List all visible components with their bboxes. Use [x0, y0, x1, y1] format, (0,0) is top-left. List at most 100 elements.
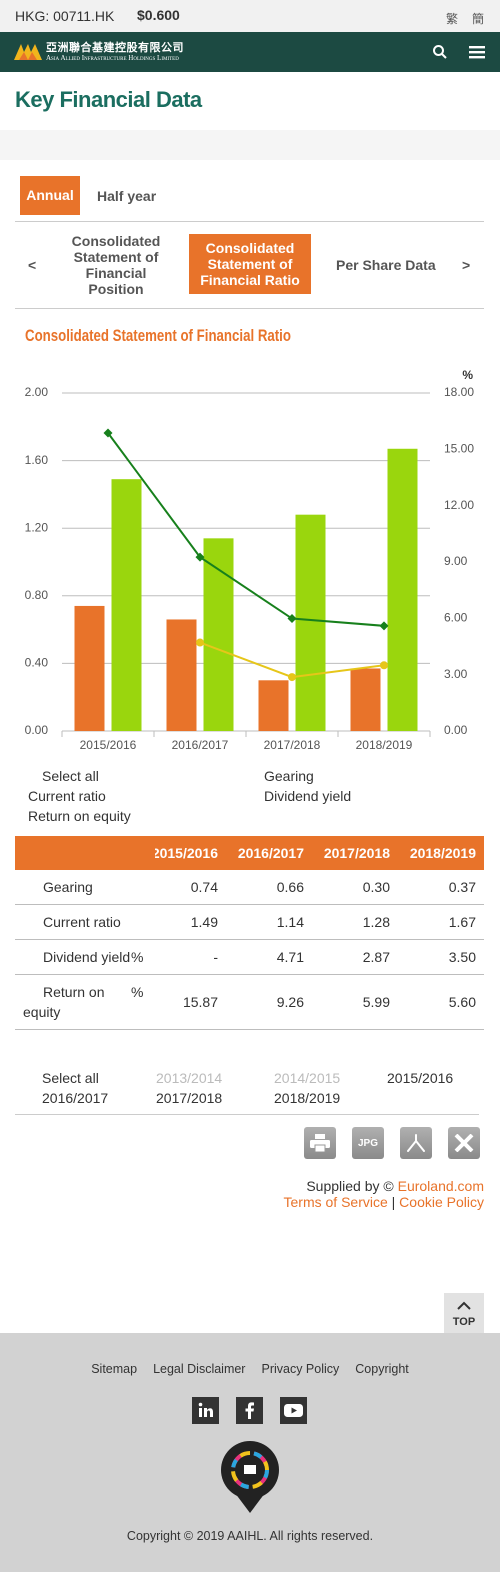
checkbox[interactable] [23, 950, 37, 964]
copyright: Copyright © 2019 AAIHL. All rights reser… [126, 1529, 374, 1543]
x-tick-label: 2018/2019 [356, 738, 413, 752]
table-row: Gearing 0.74 0.66 0.30 0.37 [15, 870, 484, 905]
table-cell: 1.28 [362, 914, 390, 930]
table-row: % Return on equity 15.87 9.26 5.99 5.60 [15, 975, 484, 1030]
menu-icon[interactable] [469, 45, 485, 59]
legend-item[interactable]: Return on equity [22, 808, 131, 825]
header-box: 2016/2017 [218, 845, 304, 861]
statement-tab[interactable]: Per Share Data [336, 257, 436, 273]
footer-link[interactable]: Privacy Policy [261, 1362, 340, 1376]
header-cell: 2018/2019 [390, 836, 484, 870]
footer-link[interactable]: Copyright [355, 1362, 409, 1376]
print-button[interactable] [304, 1127, 336, 1159]
page-title: Key Financial Data [15, 87, 202, 112]
table-cell: - [213, 949, 218, 965]
x-tick-label: 2017/2018 [264, 738, 321, 752]
provider-link[interactable]: Euroland.com [397, 1178, 484, 1194]
footer-link[interactable]: Legal Disclaimer [153, 1362, 246, 1376]
y-tick-label: 1.20 [25, 520, 49, 534]
point [196, 638, 204, 647]
header-box: 2017/2018 [304, 845, 390, 861]
year-label: 2014/2015 [274, 1070, 341, 1086]
year-filter: Select all 2013/2014 2014/2015 2015/2016 201… [15, 1068, 479, 1115]
year-option[interactable]: 2015/2016 [367, 1070, 453, 1086]
terms-link[interactable]: Terms of Service [283, 1194, 388, 1210]
checkbox[interactable] [23, 880, 37, 894]
checkbox[interactable] [22, 1071, 36, 1085]
bar [295, 514, 326, 731]
checkbox[interactable] [136, 1071, 150, 1085]
checkbox[interactable] [23, 985, 37, 999]
bar [111, 479, 142, 731]
search-icon[interactable] [432, 44, 448, 60]
tab-next[interactable]: > [462, 257, 471, 273]
checkbox[interactable] [22, 769, 36, 783]
legend-label: Current ratio [28, 788, 106, 804]
checkbox[interactable] [23, 915, 37, 929]
legend-item[interactable]: Dividend yield [258, 788, 351, 805]
y2-tick-label: 6.00 [444, 611, 468, 625]
year-option[interactable]: 2017/2018 [136, 1090, 222, 1106]
y2-tick-label: 0.00 [444, 723, 468, 737]
bar [258, 680, 289, 731]
back-to-top[interactable]: TOP [444, 1293, 484, 1333]
y-tick-label: 2.00 [25, 385, 49, 399]
language-link[interactable]: 繁 [446, 12, 459, 26]
checkbox[interactable] [136, 1091, 150, 1105]
table-cell: 5.60 [448, 994, 476, 1010]
linkedin-icon[interactable] [192, 1397, 219, 1424]
logo-mark[interactable] [14, 42, 42, 62]
up-arrow [457, 1301, 471, 1310]
company-name-en: Asia Allied Infrastructure Holdings Limi… [46, 54, 179, 62]
column-header: 2018/2019 [409, 845, 476, 861]
header-cell [15, 836, 155, 870]
pdf-button[interactable] [400, 1127, 432, 1159]
ticker: HKG: 00711.HK [15, 8, 115, 24]
year-label: 2016/2017 [42, 1090, 109, 1106]
year-option[interactable]: Select all [22, 1070, 99, 1086]
year-option[interactable]: 2018/2019 [254, 1090, 340, 1106]
table-cell: 1.14 [276, 914, 304, 930]
row-label: Current ratio [43, 914, 121, 930]
language-link[interactable]: 簡 [472, 12, 485, 26]
top-label: TOP [452, 1316, 476, 1328]
y-tick-label: 0.80 [25, 588, 49, 602]
footer-link[interactable]: Sitemap [91, 1362, 138, 1376]
x-tick-label: 2015/2016 [80, 738, 137, 752]
bar [387, 448, 418, 731]
y-tick-label: 0.40 [25, 656, 49, 670]
legend-label: Return on equity [28, 808, 131, 824]
period-tab[interactable]: Half year [97, 188, 157, 204]
cookie-link[interactable]: Cookie Policy [399, 1194, 484, 1210]
year-label: 2013/2014 [156, 1070, 223, 1086]
year-option[interactable]: 2016/2017 [22, 1090, 108, 1106]
year-option: 2014/2015 [254, 1070, 340, 1086]
legend-item[interactable]: Current ratio [22, 788, 106, 805]
table-cell: 2.87 [362, 949, 390, 965]
table-row: % Dividend yield - 4.71 2.87 3.50 [15, 940, 484, 975]
site-header: 亞洲聯合基建控股有限公司 Asia Allied Infrastructure … [0, 32, 500, 72]
row-label: Dividend yield [43, 949, 131, 965]
legend-item[interactable]: Gearing [258, 768, 314, 785]
checkbox[interactable] [254, 1071, 268, 1085]
checkbox[interactable] [367, 1071, 381, 1085]
statement-tab[interactable]: Consolidated Statement of Financial Rati… [189, 234, 311, 294]
legend-select-all[interactable]: Select all [22, 768, 99, 784]
table-cell: 0.30 [362, 879, 390, 895]
period-tab[interactable]: Annual [20, 176, 80, 215]
statement-tab[interactable]: Consolidated Statement of Financial Posi… [71, 233, 161, 297]
excel-button[interactable] [448, 1127, 480, 1159]
tab-prev[interactable]: < [28, 257, 37, 273]
legend: Select all Gearing Current ratio Dividend y… [0, 768, 500, 828]
bar [166, 619, 197, 731]
excel-icon [454, 1134, 474, 1152]
youtube-icon[interactable] [280, 1397, 307, 1424]
bar [203, 538, 234, 731]
facebook-icon[interactable] [236, 1397, 263, 1424]
point [380, 661, 388, 670]
checkbox[interactable] [254, 1091, 268, 1105]
checkbox[interactable] [22, 1091, 36, 1105]
jpg-button[interactable]: JPG [352, 1127, 384, 1159]
award-badge [221, 1441, 279, 1513]
y-tick-label: 1.60 [25, 453, 49, 467]
